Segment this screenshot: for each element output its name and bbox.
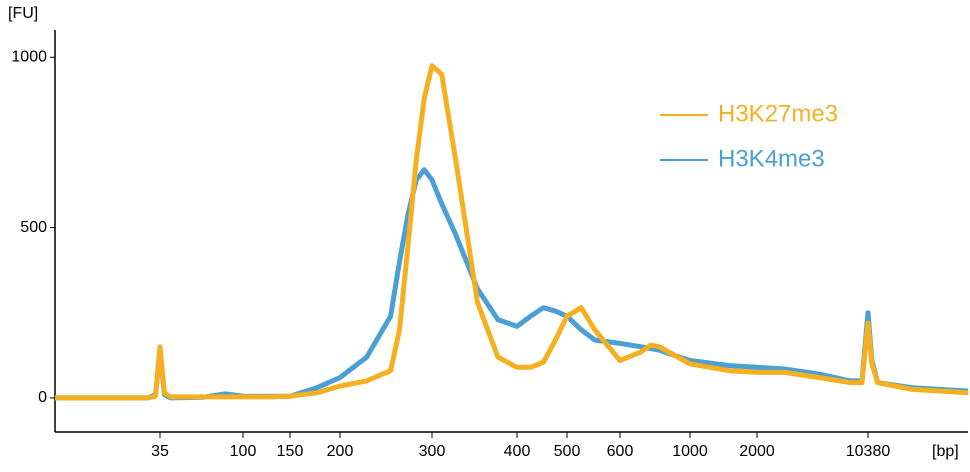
x-tick-label: 500 <box>554 443 581 460</box>
x-tick-label: 35 <box>151 443 169 460</box>
x-tick-label: 1000 <box>672 443 708 460</box>
x-tick-label: 200 <box>327 443 354 460</box>
series-line <box>55 167 969 401</box>
y-tick-label: 500 <box>20 219 47 236</box>
legend-label: H3K4me3 <box>718 145 825 172</box>
legend-label: H3K27me3 <box>718 100 838 127</box>
x-tick-label: 600 <box>607 443 634 460</box>
x-tick-label: 300 <box>419 443 446 460</box>
x-tick-label: 400 <box>504 443 531 460</box>
x-tick-label: 2000 <box>739 443 775 460</box>
x-tick-label: 10380 <box>846 443 891 460</box>
y-tick-label: 1000 <box>11 48 47 65</box>
y-axis-label: [FU] <box>8 5 38 22</box>
y-tick-label: 0 <box>38 389 47 406</box>
x-tick-label: 100 <box>230 443 257 460</box>
x-axis-label: [bp] <box>932 443 959 460</box>
x-tick-label: 150 <box>277 443 304 460</box>
series-line <box>55 63 969 401</box>
